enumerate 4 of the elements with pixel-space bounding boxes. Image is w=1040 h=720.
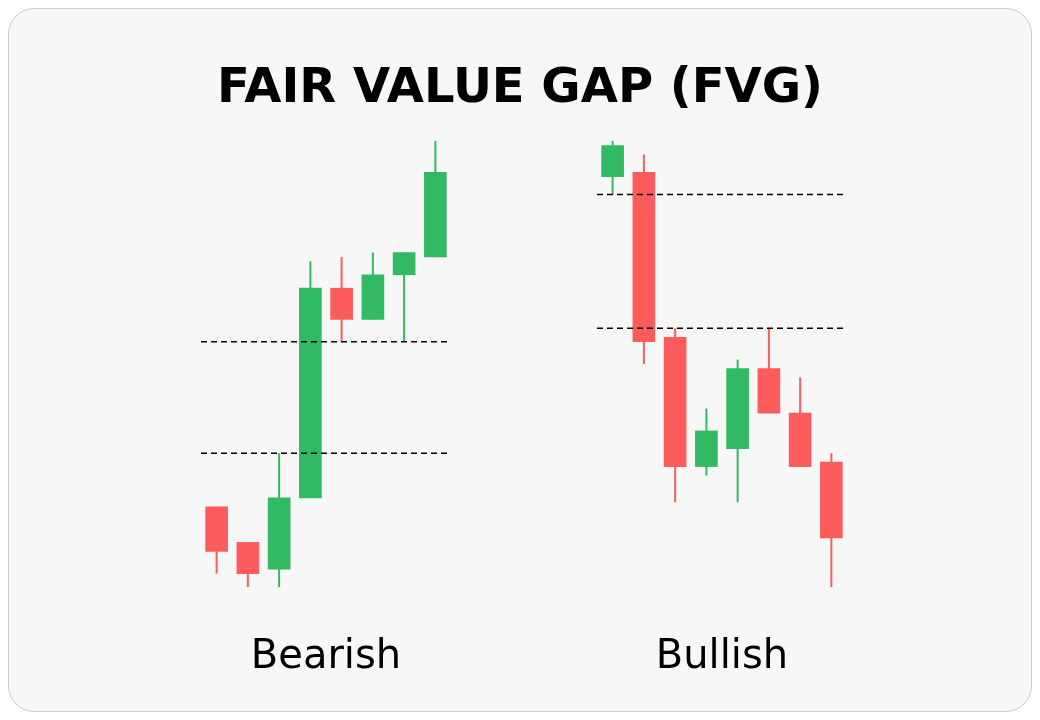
candlestick [392,251,416,343]
chart-title: FAIR VALUE GAP (FVG) [216,57,824,113]
x-axis-title: Bearish [249,631,403,677]
x-axis-title: Bullish [654,631,790,677]
